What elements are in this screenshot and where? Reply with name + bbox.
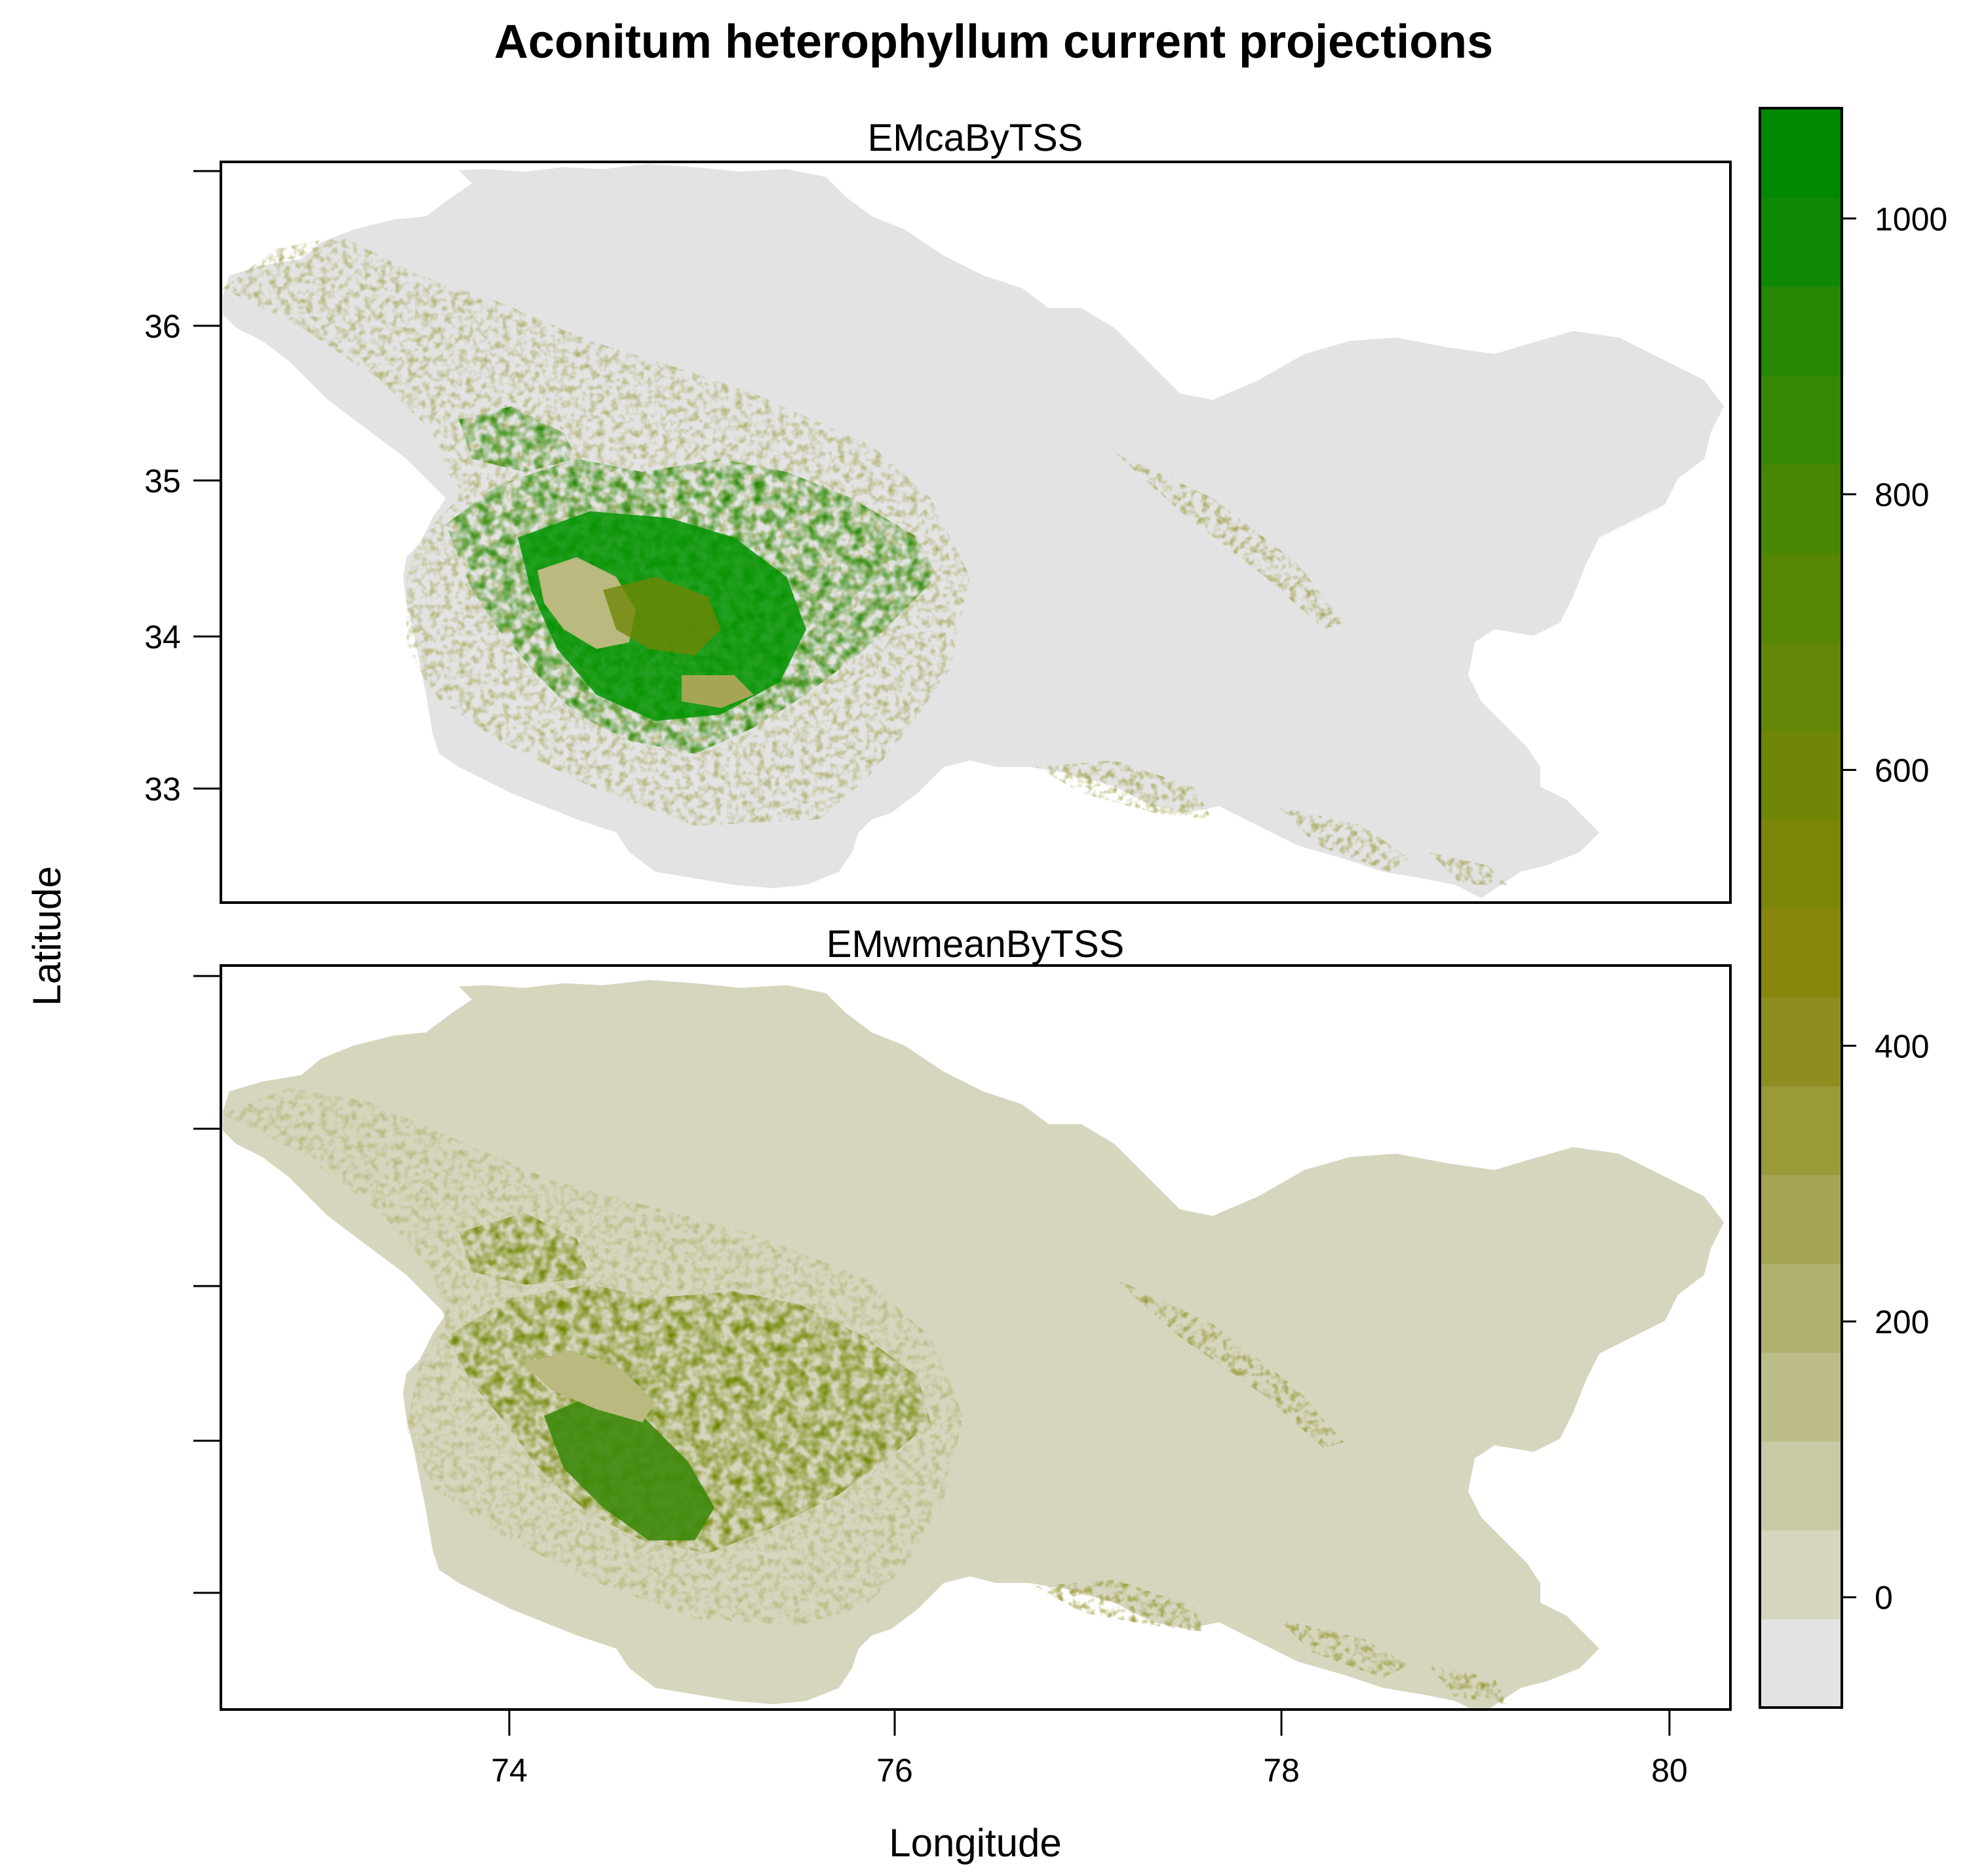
- panel-bottom: EMwmeanByTSS 74 76 78: [193, 923, 1732, 1789]
- y-axis-label: Latitude: [25, 866, 69, 1006]
- colorbar-frame: [1759, 107, 1843, 1709]
- colorbar-band: [1760, 908, 1842, 998]
- x-tick-label-74: 74: [491, 1752, 528, 1789]
- colorbar-band: [1760, 552, 1842, 642]
- suitability-layer-bottom: [223, 1088, 1508, 1704]
- colorbar-tick-label: 200: [1875, 1304, 1929, 1340]
- colorbar-band: [1760, 374, 1842, 465]
- y-axis-ticks: 33 34 35 36: [144, 170, 221, 808]
- colorbar-band: [1760, 1618, 1842, 1708]
- suitability-valley-zone-3: [682, 675, 754, 708]
- figure-title: Aconitum heterophyllum current projectio…: [494, 16, 1493, 68]
- colorbar-band: [1760, 819, 1842, 909]
- colorbar-band: [1760, 1441, 1842, 1531]
- colorbar-band: [1760, 1352, 1842, 1442]
- y-tick-label-36: 36: [144, 308, 181, 345]
- x-tick-label-80: 80: [1651, 1752, 1688, 1789]
- panel-top-title: EMcaByTSS: [868, 117, 1083, 159]
- colorbar-band: [1760, 286, 1842, 376]
- colorbar-tick-label: 1000: [1875, 201, 1947, 237]
- colorbar-band: [1760, 1085, 1842, 1175]
- panel-bottom-title: EMwmeanByTSS: [827, 923, 1124, 966]
- suitability-valley-zone: [524, 1350, 655, 1422]
- x-axis-label: Longitude: [889, 1821, 1062, 1865]
- colorbar-ticks: 0 200 400 600 800 1000: [1842, 201, 1947, 1616]
- suitability-core-zone: [544, 1396, 714, 1540]
- colorbar-band: [1760, 1263, 1842, 1353]
- suitability-trail-zone: [1036, 1278, 1508, 1704]
- colorbar-tick-label: 800: [1875, 477, 1929, 513]
- x-tick-label-78: 78: [1263, 1752, 1300, 1789]
- colorbar: 0 200 400 600 800 1000: [1759, 107, 1947, 1709]
- panel-top-map: [223, 164, 1724, 898]
- panel-bottom-frame: [220, 964, 1732, 1711]
- colorbar-band: [1760, 730, 1842, 820]
- colorbar-band: [1760, 1174, 1842, 1264]
- colorbar-band: [1760, 463, 1842, 553]
- colorbar-band: [1760, 1529, 1842, 1620]
- x-axis-ticks: 74 76 78 80: [491, 1710, 1688, 1789]
- panel-top: EMcaByTSS 33 34 35 36: [144, 117, 1732, 904]
- colorbar-band: [1760, 197, 1842, 287]
- colorbar-bands: [1760, 108, 1842, 1708]
- y-tick-label-35: 35: [144, 463, 181, 499]
- suitability-valley-zone-2: [603, 577, 721, 655]
- suitability-valley-zone: [537, 557, 636, 649]
- x-tick-label-76: 76: [876, 1752, 913, 1789]
- suitability-layer-top: [223, 236, 1508, 885]
- colorbar-tick-label: 400: [1875, 1028, 1929, 1065]
- colorbar-band: [1760, 996, 1842, 1087]
- y-axis-ticks-bottom: [193, 975, 221, 1594]
- suitability-trail-zone: [1036, 452, 1508, 885]
- panel-top-frame: [220, 161, 1732, 904]
- y-tick-label-34: 34: [144, 619, 181, 655]
- colorbar-tick-label: 600: [1875, 752, 1929, 789]
- panel-bottom-map: [223, 980, 1724, 1710]
- y-tick-label-33: 33: [144, 771, 181, 808]
- colorbar-tick-label: 0: [1875, 1580, 1893, 1616]
- colorbar-band: [1760, 108, 1842, 198]
- colorbar-band: [1760, 641, 1842, 731]
